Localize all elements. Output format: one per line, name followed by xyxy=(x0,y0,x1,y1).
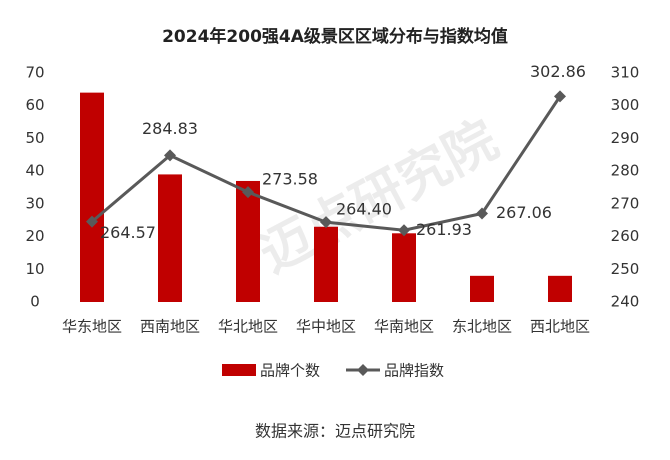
x-tick-label: 西南地区 xyxy=(140,318,200,336)
y-tick-label: 10 xyxy=(25,260,44,278)
data-label: 264.40 xyxy=(336,200,392,219)
line-marker xyxy=(554,90,566,103)
line-marker xyxy=(320,216,332,229)
y2-tick-label: 240 xyxy=(611,293,640,311)
x-tick-label: 华南地区 xyxy=(374,318,434,336)
y2-tick-label: 280 xyxy=(611,162,640,180)
x-tick-label: 华北地区 xyxy=(218,318,278,336)
y2-tick-label: 250 xyxy=(611,260,640,278)
legend-label: 品牌个数 xyxy=(260,362,320,380)
x-tick-label: 华中地区 xyxy=(296,318,356,336)
y-tick-label: 30 xyxy=(25,194,44,212)
bar xyxy=(80,92,104,302)
legend-marker xyxy=(357,364,369,376)
y-tick-label: 0 xyxy=(30,293,40,311)
x-tick-label: 东北地区 xyxy=(452,318,512,336)
y-tick-label: 70 xyxy=(25,64,44,82)
line-marker xyxy=(164,149,176,162)
line-marker xyxy=(242,186,254,199)
data-label: 284.83 xyxy=(142,119,198,138)
y-tick-label: 50 xyxy=(25,129,44,147)
x-tick-label: 华东地区 xyxy=(62,318,122,336)
y-tick-label: 40 xyxy=(25,162,44,180)
y2-tick-label: 270 xyxy=(611,194,640,212)
data-label: 264.57 xyxy=(100,223,156,242)
chart-title: 2024年200强4A级景区区域分布与指数均值 xyxy=(162,26,508,47)
legend-label: 品牌指数 xyxy=(384,362,444,380)
bar xyxy=(392,233,416,302)
data-label: 273.58 xyxy=(262,170,318,189)
bar xyxy=(314,226,338,302)
y2-tick-label: 260 xyxy=(611,227,640,245)
data-label: 261.93 xyxy=(416,220,472,239)
line-marker xyxy=(398,224,410,237)
bar xyxy=(158,174,182,302)
x-tick-label: 西北地区 xyxy=(530,318,590,336)
line-marker xyxy=(476,207,488,220)
legend-swatch xyxy=(222,364,256,376)
data-label: 302.86 xyxy=(530,62,586,81)
y-tick-label: 60 xyxy=(25,96,44,114)
bar xyxy=(548,275,572,302)
line-marker xyxy=(86,215,98,228)
source-note: 数据来源：迈点研究院 xyxy=(255,422,415,441)
y2-tick-label: 290 xyxy=(611,129,640,147)
y-tick-label: 20 xyxy=(25,227,44,245)
data-label: 267.06 xyxy=(496,203,552,222)
bar xyxy=(470,275,494,302)
bar xyxy=(236,180,260,302)
y2-tick-label: 300 xyxy=(611,96,640,114)
y2-tick-label: 310 xyxy=(611,64,640,82)
